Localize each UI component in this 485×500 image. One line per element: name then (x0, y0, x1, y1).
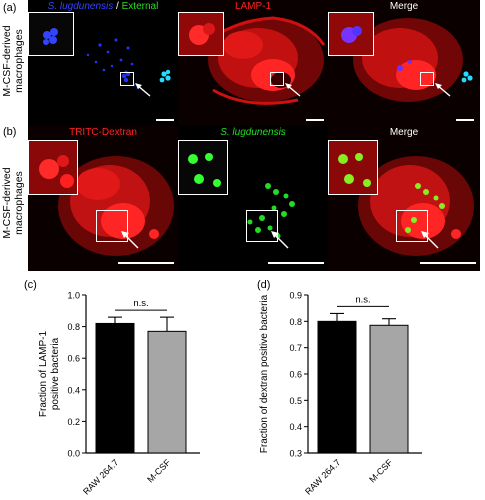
bar-m-csf (369, 324, 409, 454)
y-tick-label: 1.0 (67, 291, 80, 301)
merge-signal (353, 18, 473, 102)
panel-b1-title: TRITC-Dextran (69, 127, 137, 138)
y-axis-label: positive bacteria (50, 337, 61, 410)
arrow-icon (421, 231, 439, 249)
dextran-signal (58, 156, 174, 256)
micrograph-a-bacteria: S. lugdunensis / External (28, 0, 178, 128)
scale-bar (156, 119, 174, 121)
roi-box (396, 210, 428, 242)
y-axis-label: Fraction of dextran positive bacteria (259, 294, 270, 453)
panel-a2-title: LAMP-1 (234, 1, 272, 12)
panel-label-d: (d) (257, 279, 271, 291)
scale-bar (456, 119, 474, 121)
inset-merge-b (329, 141, 377, 194)
y-tick-label: 0.9 (289, 291, 302, 301)
title-species-green: S. lugdunensis (220, 127, 286, 138)
arrow-icon (285, 83, 301, 97)
inset-green (188, 153, 221, 187)
row-label-b: M-CSF-derived macrophages (1, 153, 27, 253)
scale-bar (420, 262, 476, 264)
roi-box (120, 72, 134, 86)
arrow-icon (121, 231, 139, 249)
scale-bar (118, 262, 174, 264)
inset-bacteria (43, 28, 58, 45)
title-species: S. lugdunensis (47, 1, 114, 12)
arrow-icon (271, 231, 289, 249)
panel-b3-title: Merge (389, 127, 419, 138)
panel-label-a: (a) (3, 2, 17, 14)
y-tick-label: 0.0 (67, 449, 80, 459)
panel-a1-title: S. lugdunensis / External (28, 1, 178, 12)
micrograph-a-merge: Merge (328, 0, 480, 128)
zoom-inset (178, 12, 224, 56)
row-label-b-line2: macrophages (13, 171, 25, 235)
lamp1-signal (207, 16, 326, 105)
x-tick-label: RAW 264.7 (81, 457, 120, 496)
y-tick-label: 0.5 (289, 396, 302, 406)
y-tick-label: 0.4 (67, 385, 80, 395)
y-axis-label: Fraction of LAMP-1 (38, 330, 49, 417)
zoom-inset (28, 12, 74, 56)
panel-label-b: (b) (3, 126, 17, 138)
bar-raw-264-7 (317, 320, 357, 454)
row-label-b-line1: M-CSF-derived (1, 167, 13, 239)
title-external: External (121, 1, 159, 12)
micrograph-b-bacteria: S. lugdunensis (178, 126, 328, 271)
y-tick-label: 0.4 (289, 422, 302, 432)
row-label-a-line1: M-CSF-derived (1, 25, 13, 97)
scale-bar (268, 262, 324, 264)
significance-label: n.s. (133, 298, 148, 309)
panel-label-c: (c) (24, 279, 37, 291)
title-separator: / (113, 1, 122, 12)
zoom-inset (328, 12, 374, 56)
y-tick-label: 0.6 (289, 370, 302, 380)
row-label-a-line2: macrophages (13, 29, 25, 93)
micrograph-b-dextran: TRITC-Dextran (28, 126, 178, 271)
arrow-icon (435, 83, 451, 97)
y-tick-label: 0.7 (289, 343, 302, 353)
inset-dextran (29, 141, 77, 194)
zoom-inset (28, 140, 78, 195)
y-tick-label: 0.8 (289, 317, 302, 327)
panel-a3-title: Merge (389, 1, 419, 12)
bar-chart-lamp1: 0.0 0.2 0.4 0.6 0.8 1.0 RAW 264.7 M-CSF n.s. Frac… (38, 291, 200, 497)
roi-box (420, 72, 434, 86)
zoom-inset (178, 140, 228, 195)
inset-lamp1 (179, 13, 223, 55)
inset-merge (329, 13, 373, 55)
zoom-inset (328, 140, 378, 195)
y-tick-label: 0.8 (67, 322, 80, 332)
arrow-icon (135, 83, 151, 97)
significance-label: n.s. (355, 294, 370, 305)
roi-box (270, 72, 284, 86)
bar-chart-dextran: 0.3 0.4 0.5 0.6 0.7 0.8 0.9 RAW 264.7 M-CSF n.s. F… (259, 291, 422, 497)
roi-box (246, 210, 278, 242)
row-label-a: M-CSF-derived macrophages (1, 11, 27, 111)
x-tick-label: RAW 264.7 (303, 457, 342, 496)
roi-box (96, 210, 128, 242)
scale-bar (306, 119, 324, 121)
y-tick-label: 0.6 (67, 354, 80, 364)
merge-b-signal (358, 156, 474, 256)
x-tick-label: M-CSF (367, 457, 395, 485)
micrograph-b-merge: Merge (328, 126, 480, 271)
bar-m-csf (147, 330, 187, 454)
bacteria-signal (86, 38, 171, 90)
y-tick-label: 0.2 (67, 417, 80, 427)
micrograph-a-lamp1: LAMP-1 (178, 0, 328, 128)
panel-b2-title: S. lugdunensis (178, 127, 328, 138)
bar-raw-264-7 (95, 322, 135, 454)
y-tick-label: 0.3 (289, 449, 302, 459)
x-tick-label: M-CSF (145, 457, 173, 485)
